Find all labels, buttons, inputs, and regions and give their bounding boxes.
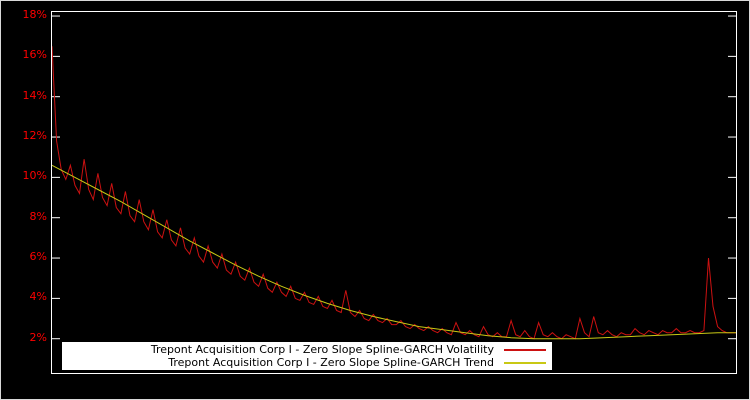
y-tick-label: 12% bbox=[22, 129, 47, 143]
volatility-line bbox=[52, 46, 736, 340]
y-tick-label: 2% bbox=[29, 330, 47, 344]
legend-line-sample-trend bbox=[504, 361, 546, 364]
legend-row-volatility: Trepont Acquisition Corp I - Zero Slope … bbox=[62, 343, 552, 356]
y-tick-label: 14% bbox=[22, 88, 47, 102]
legend-label-trend: Trepont Acquisition Corp I - Zero Slope … bbox=[168, 356, 494, 369]
trend-line bbox=[52, 164, 736, 340]
y-tick-label: 18% bbox=[22, 8, 47, 22]
legend-row-trend: Trepont Acquisition Corp I - Zero Slope … bbox=[62, 356, 552, 369]
y-tick-label: 8% bbox=[29, 209, 47, 223]
plot-area: Trepont Acquisition Corp I - Zero Slope … bbox=[51, 11, 737, 374]
legend-label-volatility: Trepont Acquisition Corp I - Zero Slope … bbox=[150, 343, 494, 356]
y-tick-label: 4% bbox=[29, 290, 47, 304]
plot-svg bbox=[52, 15, 736, 340]
legend-line-sample-volatility bbox=[504, 348, 546, 351]
y-tick-label: 6% bbox=[29, 250, 47, 264]
legend: Trepont Acquisition Corp I - Zero Slope … bbox=[62, 342, 552, 370]
y-tick-label: 16% bbox=[22, 48, 47, 62]
y-tick-label: 10% bbox=[22, 169, 47, 183]
